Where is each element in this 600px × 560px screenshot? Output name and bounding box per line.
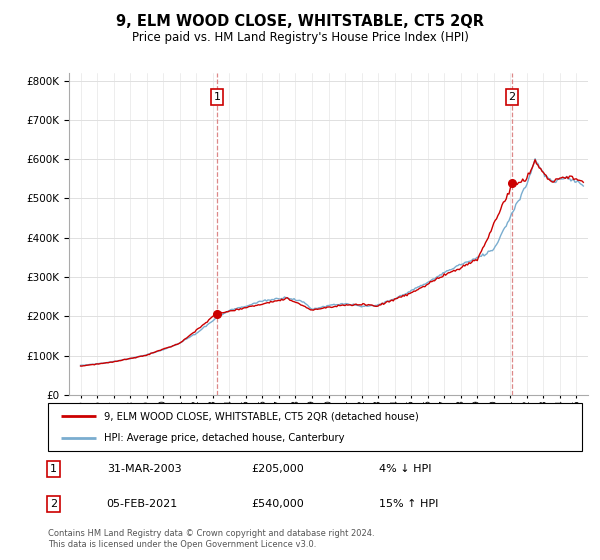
Text: £205,000: £205,000 bbox=[251, 464, 304, 474]
Text: 9, ELM WOOD CLOSE, WHITSTABLE, CT5 2QR: 9, ELM WOOD CLOSE, WHITSTABLE, CT5 2QR bbox=[116, 14, 484, 29]
Text: 31-MAR-2003: 31-MAR-2003 bbox=[107, 464, 181, 474]
Text: 1: 1 bbox=[50, 464, 57, 474]
Text: £540,000: £540,000 bbox=[251, 499, 304, 509]
FancyBboxPatch shape bbox=[48, 403, 582, 451]
Text: 9, ELM WOOD CLOSE, WHITSTABLE, CT5 2QR (detached house): 9, ELM WOOD CLOSE, WHITSTABLE, CT5 2QR (… bbox=[104, 411, 419, 421]
Text: HPI: Average price, detached house, Canterbury: HPI: Average price, detached house, Cant… bbox=[104, 433, 344, 443]
Text: 15% ↑ HPI: 15% ↑ HPI bbox=[379, 499, 439, 509]
Text: 4% ↓ HPI: 4% ↓ HPI bbox=[379, 464, 431, 474]
Text: 2: 2 bbox=[508, 92, 515, 102]
Text: Price paid vs. HM Land Registry's House Price Index (HPI): Price paid vs. HM Land Registry's House … bbox=[131, 31, 469, 44]
Text: 2: 2 bbox=[50, 499, 57, 509]
Text: 05-FEB-2021: 05-FEB-2021 bbox=[107, 499, 178, 509]
Text: Contains HM Land Registry data © Crown copyright and database right 2024.
This d: Contains HM Land Registry data © Crown c… bbox=[48, 529, 374, 549]
Text: 1: 1 bbox=[214, 92, 220, 102]
